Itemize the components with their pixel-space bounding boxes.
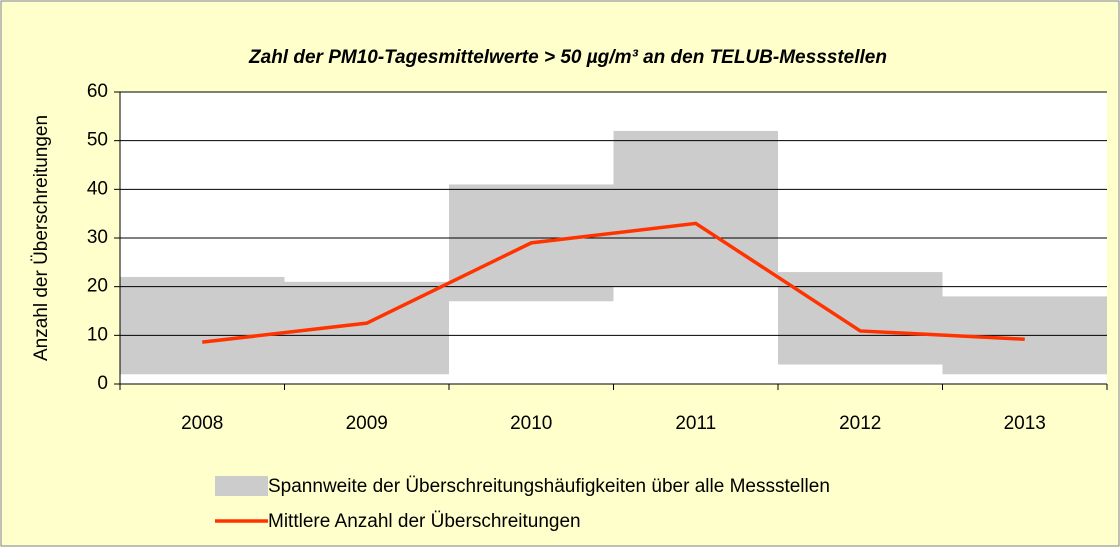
y-tick-label: 10 bbox=[87, 324, 108, 345]
range-bar bbox=[778, 272, 943, 365]
chart-title: Zahl der PM10-Tagesmittelwerte > 50 µg/m… bbox=[248, 47, 887, 68]
y-tick-label: 0 bbox=[97, 373, 108, 394]
range-bar bbox=[613, 130, 778, 287]
mean-line bbox=[202, 221, 1025, 344]
x-tick-label: 2010 bbox=[510, 413, 552, 434]
x-tick-label: 2012 bbox=[839, 413, 881, 434]
x-tick-label: 2013 bbox=[1004, 413, 1046, 434]
y-tick-label: 40 bbox=[87, 178, 108, 199]
legend-label: Spannweite der Überschreitungshäufigkeit… bbox=[268, 476, 830, 497]
y-tick-label: 50 bbox=[87, 130, 108, 151]
x-tick-label: 2011 bbox=[675, 413, 716, 434]
legend-swatch bbox=[215, 476, 268, 496]
x-tick-label: 2008 bbox=[181, 413, 223, 434]
y-tick-label: 20 bbox=[87, 276, 108, 297]
y-tick-label: 30 bbox=[87, 227, 108, 248]
range-bar bbox=[120, 276, 285, 375]
legend-label: Mittlere Anzahl der Überschreitungen bbox=[268, 511, 581, 532]
x-tick-label: 2009 bbox=[346, 413, 388, 434]
y-axis-label: Anzahl der Überschreitungen bbox=[31, 115, 52, 361]
y-tick-label: 60 bbox=[87, 81, 108, 102]
